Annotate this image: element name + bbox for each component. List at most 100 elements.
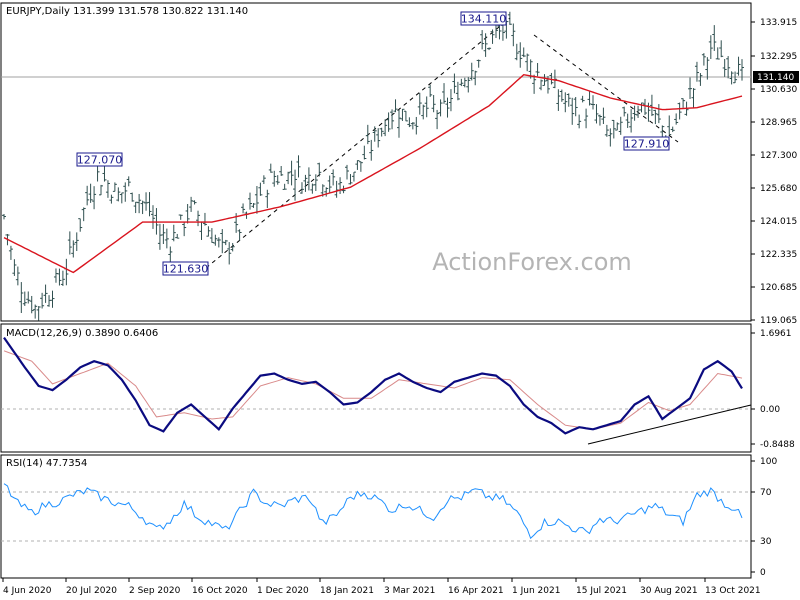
price-bar — [431, 95, 436, 113]
price-bar — [376, 128, 381, 148]
price-y-axis: 133.915 132.295 130.630 128.965 127.300 125.6… — [751, 18, 797, 326]
price-bar — [597, 114, 602, 126]
price-bar — [587, 91, 592, 106]
price-bar — [351, 171, 356, 182]
price-bar — [722, 58, 727, 77]
price-bar — [268, 163, 273, 173]
price-bar — [414, 116, 419, 135]
price-bar — [577, 114, 582, 129]
price-bar — [175, 233, 180, 239]
price-bar — [442, 83, 447, 104]
x-tick-label: 30 Aug 2021 — [640, 586, 698, 596]
price-bar — [656, 104, 661, 124]
y-tick-label: 100 — [760, 457, 777, 467]
price-bar — [241, 203, 246, 214]
y-tick-label: 120.685 — [760, 283, 797, 293]
price-bar — [105, 180, 110, 198]
price-bar — [154, 208, 159, 235]
trendline — [205, 17, 511, 269]
price-bar — [355, 160, 360, 170]
price-bar — [542, 74, 547, 86]
y-tick-label: 70 — [760, 488, 772, 498]
rsi-panel — [0, 454, 752, 579]
price-bar — [8, 245, 13, 260]
macd-support-trendline — [587, 404, 752, 445]
price-bar — [130, 192, 135, 202]
price-bar — [272, 170, 277, 187]
price-bar — [407, 117, 412, 128]
price-bar — [36, 306, 41, 321]
price-bar — [618, 116, 623, 135]
price-bar — [78, 218, 83, 232]
price-bar — [147, 192, 152, 217]
annotation-label: 134.110 — [461, 13, 507, 26]
price-bar — [293, 169, 298, 201]
trendlines — [205, 17, 679, 269]
price-bar — [102, 163, 107, 182]
x-tick-label: 15 Jul 2021 — [576, 586, 627, 596]
price-bar — [26, 291, 31, 304]
price-bar — [608, 128, 613, 147]
price-annotation: 127.910 — [623, 136, 670, 151]
price-bar — [282, 183, 287, 190]
price-bar — [615, 122, 620, 131]
price-bar — [417, 92, 422, 115]
price-bar — [29, 295, 34, 314]
price-bar — [57, 268, 62, 286]
price-panel-title: EURJPY,Daily 131.399 131.578 130.822 131… — [6, 6, 248, 17]
price-bar — [43, 284, 48, 303]
price-bar — [469, 62, 474, 81]
y-tick-label: 132.295 — [760, 52, 797, 62]
price-bar — [230, 242, 235, 252]
price-bar — [674, 113, 679, 125]
price-bar — [206, 226, 211, 237]
price-bar — [261, 175, 266, 185]
price-bar — [317, 162, 322, 177]
price-bar — [33, 304, 38, 319]
price-bar — [410, 122, 415, 130]
x-tick-label: 1 Dec 2020 — [257, 586, 309, 596]
y-tick-label: 128.965 — [760, 118, 797, 128]
price-bar — [563, 92, 568, 113]
price-bar — [591, 95, 596, 110]
annotation-label: 121.630 — [163, 263, 209, 276]
price-annotation: 127.070 — [76, 152, 123, 167]
price-bar — [303, 174, 308, 192]
price-bar — [74, 232, 79, 252]
price-bar — [573, 96, 578, 117]
y-tick-label: 119.065 — [760, 316, 797, 326]
y-tick-label: 125.680 — [760, 184, 797, 194]
price-bar — [448, 89, 453, 112]
price-bar — [306, 167, 311, 191]
price-bar — [345, 164, 350, 180]
price-bar — [435, 109, 440, 130]
rsi-y-axis: 100 70 30 0 — [751, 457, 777, 578]
price-bar — [202, 212, 207, 226]
price-bar — [313, 174, 318, 191]
price-bar — [15, 266, 20, 286]
price-bar — [629, 109, 634, 133]
price-bar — [667, 115, 672, 136]
annotation-label: 127.070 — [77, 154, 123, 167]
price-bar — [2, 213, 6, 220]
price-bar — [50, 290, 55, 308]
price-bar — [625, 113, 630, 128]
price-bar — [258, 182, 263, 196]
price-bar — [251, 203, 256, 208]
price-bar — [362, 145, 367, 160]
price-bar — [487, 47, 492, 51]
price-bar — [67, 231, 72, 255]
macd-line — [3, 336, 743, 435]
price-bar — [254, 186, 259, 214]
price-bar — [549, 72, 554, 85]
price-bar — [161, 224, 166, 244]
price-panel — [0, 2, 752, 322]
x-tick-label: 2 Sep 2020 — [129, 586, 181, 596]
price-bar — [192, 200, 197, 205]
macd-panel-title: MACD(12,26,9) 0.3890 0.6406 — [6, 328, 158, 339]
price-bar — [279, 166, 284, 176]
y-tick-label: 0 — [760, 568, 766, 578]
price-bar — [514, 43, 519, 61]
price-bar — [331, 169, 336, 186]
price-bar — [452, 73, 457, 94]
